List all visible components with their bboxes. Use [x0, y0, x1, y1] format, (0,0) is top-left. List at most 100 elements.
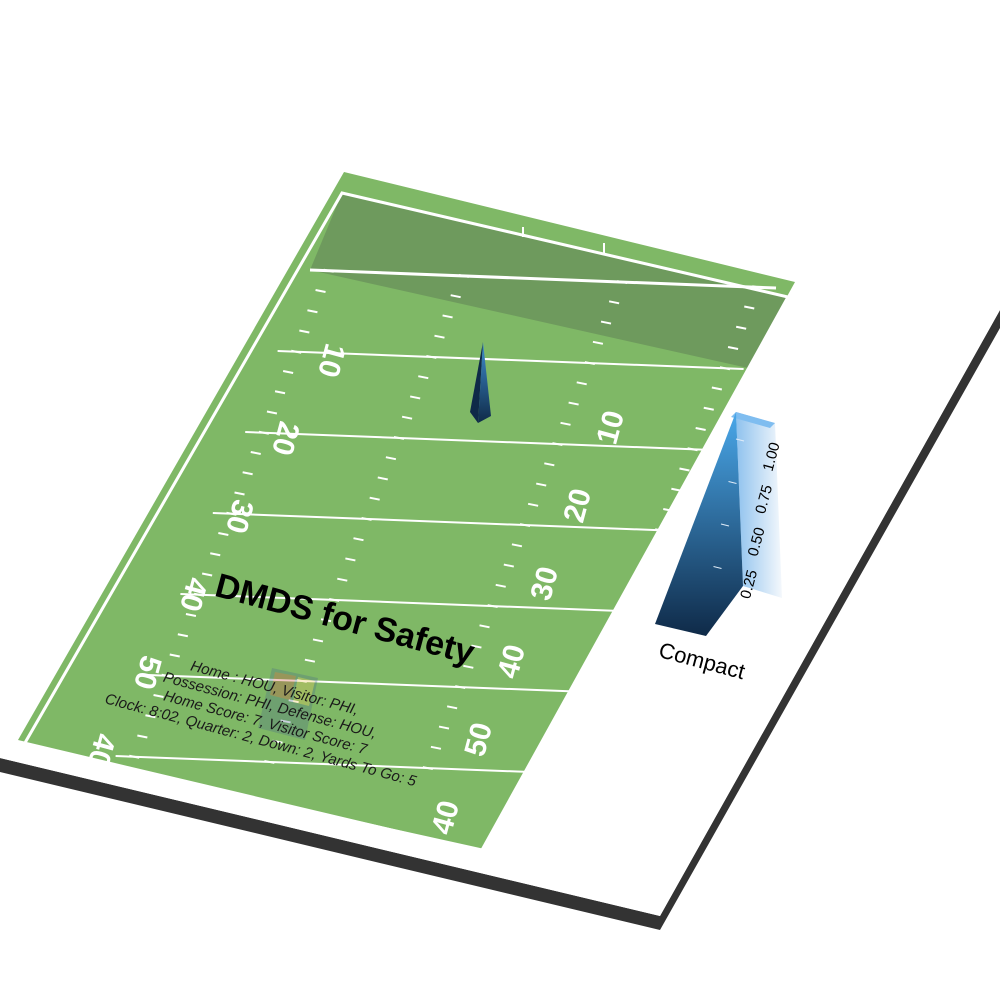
hash-mark: [169, 653, 180, 658]
hash-mark: [282, 369, 294, 374]
yard-lines: [115, 350, 744, 775]
hash-mark: [258, 430, 270, 435]
yard-line: [180, 593, 647, 613]
hash-mark: [291, 349, 302, 354]
hash-mark: [442, 314, 453, 319]
hash-mark: [458, 273, 469, 278]
hash-mark: [315, 288, 326, 293]
colorbar-tick: [728, 481, 737, 484]
hash-mark: [401, 415, 413, 420]
hash-mark: [711, 386, 723, 391]
hash-mark: [735, 325, 747, 330]
hash-mark: [337, 577, 348, 582]
hash-mark: [614, 629, 625, 634]
hash-mark: [323, 268, 334, 273]
hash-mark: [446, 705, 458, 710]
colorbar-tick-labels: 0.25 0.50 0.75 1.00: [737, 441, 783, 601]
hash-mark: [695, 427, 706, 432]
hash-mark: [226, 511, 237, 516]
hash-marks: [129, 268, 763, 776]
hash-mark: [744, 305, 755, 310]
hash-mark: [552, 442, 563, 447]
hash-mark: [272, 739, 283, 744]
hash-mark: [565, 751, 577, 756]
yard-line: [147, 674, 615, 694]
hash-mark: [646, 548, 658, 553]
hash-mark: [471, 644, 482, 649]
colorbar-face: [655, 412, 743, 636]
hash-mark: [519, 523, 531, 528]
hash-mark: [719, 366, 731, 371]
hash-mark: [280, 719, 291, 724]
hash-mark: [201, 572, 213, 577]
hash-mark: [687, 447, 698, 452]
hash-mark: [536, 482, 547, 487]
hash-mark: [560, 421, 571, 426]
hash-mark: [418, 375, 429, 380]
hash-mark: [592, 340, 604, 345]
hash-mark: [299, 329, 310, 334]
density-spike: [470, 342, 491, 423]
hash-mark: [630, 589, 642, 594]
hash-mark: [679, 467, 690, 472]
hash-mark: [576, 381, 587, 386]
hash-mark: [463, 664, 474, 669]
hash-mark: [438, 725, 450, 730]
hash-mark: [557, 771, 569, 776]
hash-mark: [385, 456, 397, 461]
hash-mark: [361, 516, 372, 521]
hash-mark: [266, 410, 278, 415]
hash-mark: [503, 563, 515, 568]
hash-mark: [307, 309, 318, 314]
colorbar-top: [731, 412, 775, 428]
hash-mark: [430, 745, 442, 750]
hash-mark: [345, 557, 356, 562]
field-boundary: [19, 191, 791, 852]
hash-mark: [210, 552, 221, 557]
hash-mark: [434, 334, 445, 339]
hash-mark: [185, 612, 197, 617]
colorbar-tick-marks: [713, 438, 745, 569]
hash-mark: [153, 693, 164, 698]
hash-mark: [288, 699, 299, 704]
hash-mark: [582, 710, 593, 715]
hash-mark: [527, 502, 539, 507]
colorbar-tick-label: 1.00: [760, 441, 784, 474]
hash-mark: [409, 395, 421, 400]
hash-mark: [511, 543, 523, 548]
hash-mark: [544, 462, 555, 467]
hash-mark: [393, 435, 405, 440]
hash-mark: [274, 390, 286, 395]
hash-mark: [479, 624, 490, 629]
hash-mark: [573, 730, 585, 735]
hash-mark: [426, 354, 437, 359]
colorbar-tick-label: 0.50: [745, 526, 769, 559]
hash-mark: [304, 658, 316, 663]
hash-mark: [584, 361, 596, 366]
hash-mark: [193, 592, 205, 597]
colorbar-tick: [720, 523, 730, 527]
hash-mark: [145, 714, 156, 719]
hash-mark: [264, 759, 275, 764]
hash-mark: [328, 597, 340, 602]
hash-mark: [455, 685, 466, 690]
colorbar-tick: [735, 438, 745, 442]
colorbar-tick-label: 0.75: [752, 483, 776, 516]
hash-mark: [638, 568, 650, 573]
yard-line: [212, 512, 679, 532]
hash-mark: [353, 537, 364, 542]
density-spike-face: [478, 342, 491, 423]
yard-line: [115, 755, 582, 775]
hash-mark: [422, 766, 434, 771]
hash-mark: [671, 487, 682, 492]
hash-mark: [177, 633, 189, 638]
hash-mark: [312, 638, 324, 643]
hash-mark: [654, 528, 666, 533]
hash-mark: [161, 673, 172, 678]
hash-mark: [568, 401, 579, 406]
field-turf: [18, 172, 795, 850]
hash-mark: [218, 531, 229, 536]
hash-mark: [296, 678, 307, 683]
